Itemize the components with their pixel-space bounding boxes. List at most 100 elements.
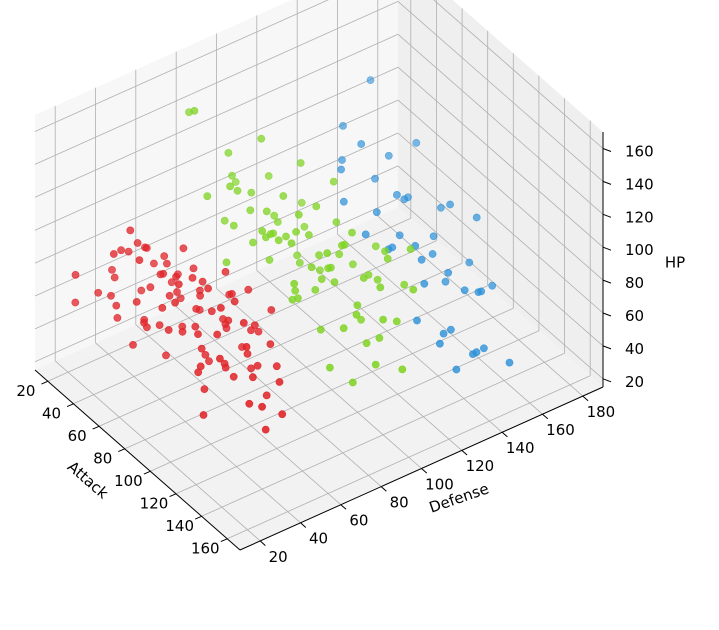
data-point-series-2	[348, 260, 357, 269]
data-point-series-1	[162, 259, 171, 268]
data-point-series-1	[248, 373, 257, 382]
data-point-series-1	[247, 364, 255, 373]
data-point-series-2	[357, 315, 365, 324]
data-point-series-1	[159, 269, 168, 278]
data-point-series-1	[174, 280, 183, 289]
data-point-series-3	[468, 350, 477, 358]
data-point-series-3	[339, 197, 348, 206]
data-point-series-2	[269, 229, 278, 238]
y-tick-mark	[501, 431, 508, 438]
x-axis-line	[34, 369, 241, 551]
x-tick-label: 160	[191, 540, 220, 558]
data-point-series-2	[375, 334, 384, 342]
data-point-series-1	[107, 291, 115, 300]
y-tick-mark	[582, 395, 589, 402]
data-point-series-3	[505, 358, 514, 367]
x-tick-label: 120	[140, 495, 169, 513]
y-tick-mark	[300, 522, 307, 528]
y-tick-mark	[421, 468, 428, 474]
y-gridline	[337, 233, 543, 415]
data-point-series-2	[353, 301, 362, 310]
data-point-series-2	[228, 171, 236, 180]
z-tick-mark	[602, 213, 612, 218]
data-point-series-1	[213, 330, 222, 339]
data-point-series-1	[192, 304, 201, 313]
data-point-series-1	[172, 272, 180, 281]
data-point-series-1	[146, 283, 155, 292]
data-point-series-2	[229, 221, 238, 230]
data-point-series-2	[352, 310, 361, 319]
data-point-series-3	[400, 195, 409, 204]
data-point-series-2	[190, 107, 199, 115]
data-point-series-1	[112, 301, 121, 310]
y-tick-label: 180	[587, 403, 616, 421]
data-point-series-2	[247, 188, 256, 197]
z-axis-title: HP	[665, 254, 685, 272]
z-gridline	[433, 0, 604, 149]
data-point-series-2	[379, 315, 387, 324]
z-gridline	[397, 99, 604, 281]
data-point-series-3	[477, 287, 486, 296]
z-gridline	[397, 1, 604, 182]
y-gridline	[175, 306, 382, 487]
data-point-series-1	[171, 298, 179, 307]
data-point-series-2	[300, 222, 309, 231]
data-point-series-1	[220, 359, 229, 368]
data-point-series-2	[274, 236, 283, 245]
data-point-series-1	[215, 354, 224, 363]
x-tick-label: 40	[42, 405, 61, 423]
data-point-series-3	[446, 325, 455, 334]
data-point-series-2	[325, 363, 334, 372]
data-point-series-1	[224, 316, 233, 325]
data-point-series-1	[109, 250, 118, 258]
data-point-series-2	[348, 378, 357, 387]
data-point-series-2	[362, 339, 371, 348]
data-point-series-3	[338, 156, 346, 164]
data-point-series-2	[226, 182, 234, 191]
z-gridline	[397, 165, 604, 347]
x-tick-mark	[220, 538, 228, 543]
data-point-series-1	[132, 297, 141, 306]
z-tick-mark	[602, 246, 612, 251]
x-tick-label: 20	[16, 382, 35, 400]
y-tick-label: 160	[546, 421, 575, 439]
data-point-series-3	[488, 281, 497, 290]
data-point-series-2	[279, 192, 288, 200]
data-point-series-2	[373, 275, 382, 284]
data-point-series-3	[357, 140, 366, 148]
data-point-series-3	[371, 174, 379, 183]
data-point-series-2	[406, 245, 415, 253]
grid-lines	[34, 0, 604, 542]
data-point-series-1	[229, 372, 238, 381]
data-point-series-1	[216, 303, 225, 312]
data-point-series-1	[278, 410, 287, 419]
data-point-series-2	[292, 227, 300, 236]
data-points	[71, 76, 514, 434]
y-tick-label: 120	[466, 457, 495, 475]
data-point-series-2	[371, 242, 380, 251]
data-point-series-1	[110, 273, 119, 282]
y-gridline	[216, 288, 422, 469]
y-gridline	[54, 360, 261, 542]
data-point-series-1	[205, 357, 213, 366]
data-point-series-3	[412, 138, 421, 147]
data-point-series-2	[203, 192, 212, 201]
data-point-series-1	[113, 313, 122, 322]
back-right-pane	[398, 0, 603, 387]
z-tick-mark	[602, 279, 612, 284]
data-point-series-1	[197, 344, 206, 353]
data-point-series-3	[361, 230, 370, 239]
data-point-series-2	[398, 365, 407, 374]
data-point-series-1	[194, 330, 202, 338]
data-point-series-2	[261, 233, 270, 242]
z-tick-mark	[602, 345, 612, 350]
x-tick-mark	[66, 403, 74, 408]
data-point-series-3	[392, 190, 401, 199]
z-gridline	[34, 0, 329, 132]
data-point-series-1	[201, 350, 210, 359]
y-tick-mark	[380, 486, 387, 492]
data-point-series-3	[465, 258, 474, 267]
axes-panes	[35, 0, 603, 550]
data-point-series-2	[359, 274, 368, 282]
